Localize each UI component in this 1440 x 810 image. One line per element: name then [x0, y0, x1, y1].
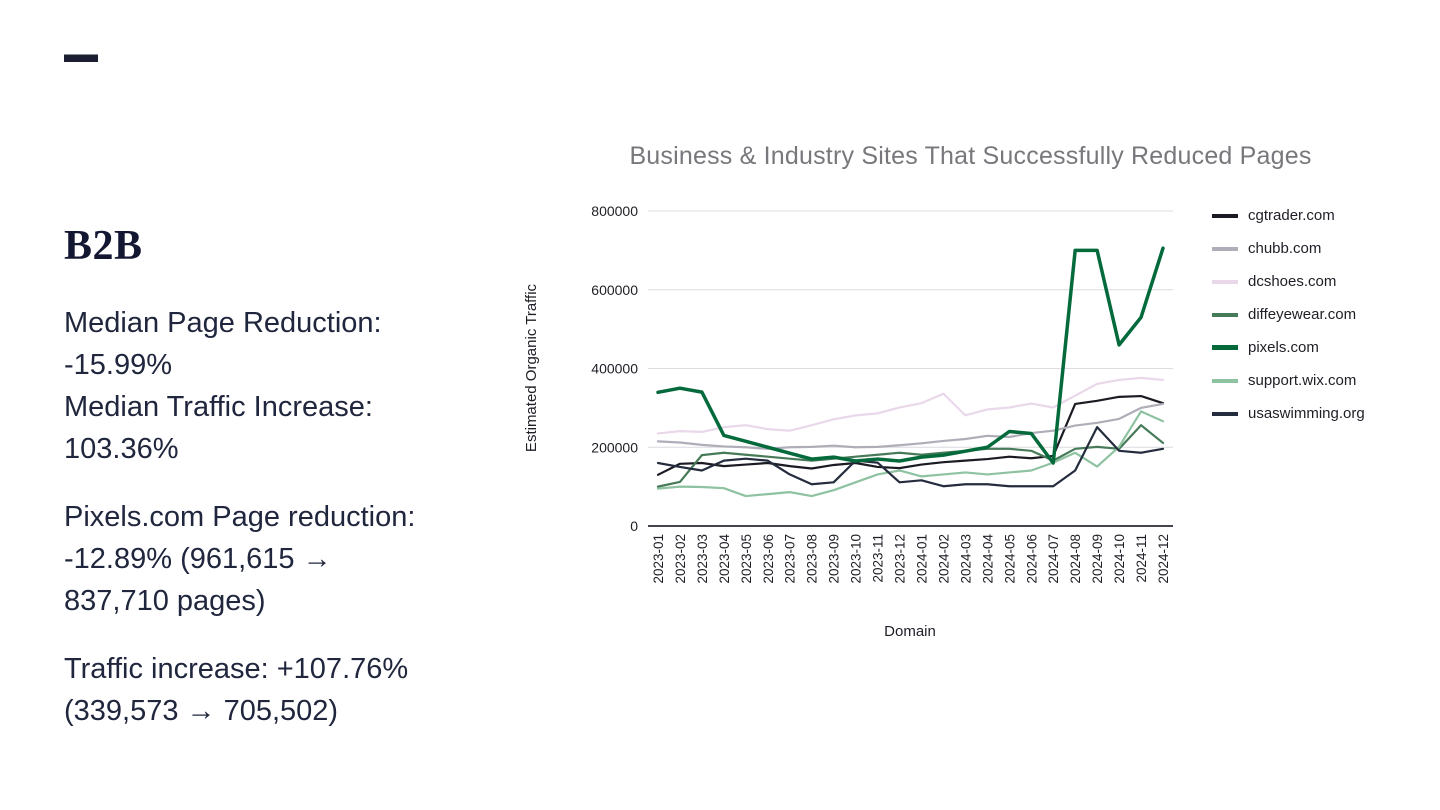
- x-tick-label: 2024-11: [1134, 534, 1149, 583]
- x-tick-label: 2024-01: [914, 534, 929, 584]
- x-tick-label: 2023-08: [805, 534, 820, 584]
- x-tick-label: 2024-12: [1156, 534, 1171, 584]
- legend-item-usaswimming.org: usaswimming.org: [1212, 405, 1365, 422]
- x-tick-label: 2024-04: [980, 534, 995, 584]
- legend-swatch: [1212, 411, 1238, 416]
- stat-block-pixels-traffic: Traffic increase: +107.76% (339,573 → 70…: [64, 648, 415, 732]
- x-tick-label: 2024-06: [1024, 534, 1039, 584]
- legend-label: diffeyewear.com: [1248, 306, 1357, 323]
- x-axis-label: Domain: [884, 623, 936, 640]
- stat-line: Pixels.com Page reduction:: [64, 501, 416, 533]
- legend-label: chubb.com: [1248, 240, 1322, 257]
- legend-item-pixels.com: pixels.com: [1212, 339, 1365, 356]
- legend-item-diffeyewear.com: diffeyewear.com: [1212, 306, 1365, 323]
- y-tick-label: 0: [630, 518, 638, 534]
- stat-line: 837,710 pages): [64, 585, 266, 617]
- legend-item-chubb.com: chubb.com: [1212, 240, 1365, 257]
- legend-label: support.wix.com: [1248, 372, 1357, 389]
- legend-item-support.wix.com: support.wix.com: [1212, 372, 1365, 389]
- chart-title: Business & Industry Sites That Successfu…: [629, 142, 1312, 170]
- x-tick-label: 2023-05: [739, 534, 754, 584]
- legend-swatch: [1212, 345, 1238, 350]
- series-line-support.wix.com: [656, 410, 1165, 498]
- x-tick-label: 2024-05: [1002, 534, 1017, 584]
- stat-line: Median Traffic Increase:: [64, 391, 373, 423]
- stat-line: -15.99%: [64, 349, 173, 381]
- series-line-pixels.com: [656, 246, 1165, 465]
- x-tick-label: 2023-11: [871, 534, 886, 583]
- y-tick-label: 200000: [591, 439, 638, 455]
- stat-line: -12.89% (961,615 →: [64, 543, 332, 575]
- x-tick-label: 2023-10: [849, 534, 864, 584]
- x-tick-label: 2024-08: [1068, 534, 1083, 584]
- chart-grid: 0 200000 400000 600000 800000: [591, 203, 1173, 534]
- x-tick-label: 2023-09: [827, 534, 842, 584]
- series-line-chubb.com: [656, 402, 1165, 450]
- slide-heading: B2B: [64, 223, 143, 270]
- x-tick-label: 2023-01: [651, 534, 666, 584]
- stat-line: Median Page Reduction:: [64, 307, 382, 339]
- stat-block-pixels-pages: Pixels.com Page reduction: -12.89% (961,…: [64, 496, 415, 622]
- traffic-line-chart: 0 200000 400000 600000 800000 2023-01 2023-02…: [523, 203, 1173, 640]
- x-tick-label: 2023-07: [783, 534, 798, 584]
- y-tick-label: 600000: [591, 282, 638, 298]
- x-tick-label: 2024-03: [958, 534, 973, 584]
- series-line-cgtrader.com: [656, 394, 1165, 476]
- legend-swatch: [1212, 246, 1238, 251]
- x-tick-label: 2024-09: [1090, 534, 1105, 584]
- y-axis-label: Estimated Organic Traffic: [523, 283, 540, 452]
- legend-label: cgtrader.com: [1248, 207, 1335, 224]
- legend-label: pixels.com: [1248, 339, 1319, 356]
- x-tick-label: 2023-06: [761, 534, 776, 584]
- legend-label: usaswimming.org: [1248, 405, 1365, 422]
- stat-block-medians: Median Page Reduction: -15.99% Median Tr…: [64, 302, 415, 470]
- y-tick-label: 800000: [591, 203, 638, 219]
- stat-line: (339,573 → 705,502): [64, 695, 339, 727]
- x-tick-label: 2023-03: [695, 534, 710, 584]
- chart-x-tick-labels: 2023-01 2023-02 2023-03 2023-04 2023-05 2023-…: [651, 534, 1171, 584]
- x-tick-label: 2024-07: [1046, 534, 1061, 584]
- legend-label: dcshoes.com: [1248, 273, 1337, 290]
- y-tick-label: 400000: [591, 361, 638, 377]
- x-tick-label: 2024-10: [1112, 534, 1127, 584]
- legend-item-dcshoes.com: dcshoes.com: [1212, 273, 1365, 290]
- traffic-chart: Business & Industry Sites That Successfu…: [518, 142, 1423, 651]
- stat-line: 103.36%: [64, 433, 179, 465]
- chart-series: [656, 246, 1165, 498]
- legend-swatch: [1212, 213, 1238, 218]
- x-tick-label: 2023-02: [673, 534, 688, 584]
- series-line-usaswimming.org: [656, 426, 1165, 488]
- chart-legend: cgtrader.com chubb.com dcshoes.com diffeyew…: [1198, 207, 1365, 422]
- x-tick-label: 2024-02: [936, 534, 951, 584]
- x-tick-label: 2023-12: [893, 534, 908, 584]
- legend-swatch: [1212, 279, 1238, 284]
- legend-swatch: [1212, 378, 1238, 383]
- series-line-dcshoes.com: [656, 376, 1165, 435]
- stats-text: Median Page Reduction: -15.99% Median Tr…: [64, 302, 415, 732]
- stat-line: Traffic increase: +107.76%: [64, 653, 409, 685]
- slide-dash: —: [64, 12, 98, 97]
- x-tick-label: 2023-04: [717, 534, 732, 584]
- legend-item-cgtrader.com: cgtrader.com: [1212, 207, 1365, 224]
- legend-swatch: [1212, 312, 1238, 317]
- series-line-diffeyewear.com: [656, 424, 1165, 488]
